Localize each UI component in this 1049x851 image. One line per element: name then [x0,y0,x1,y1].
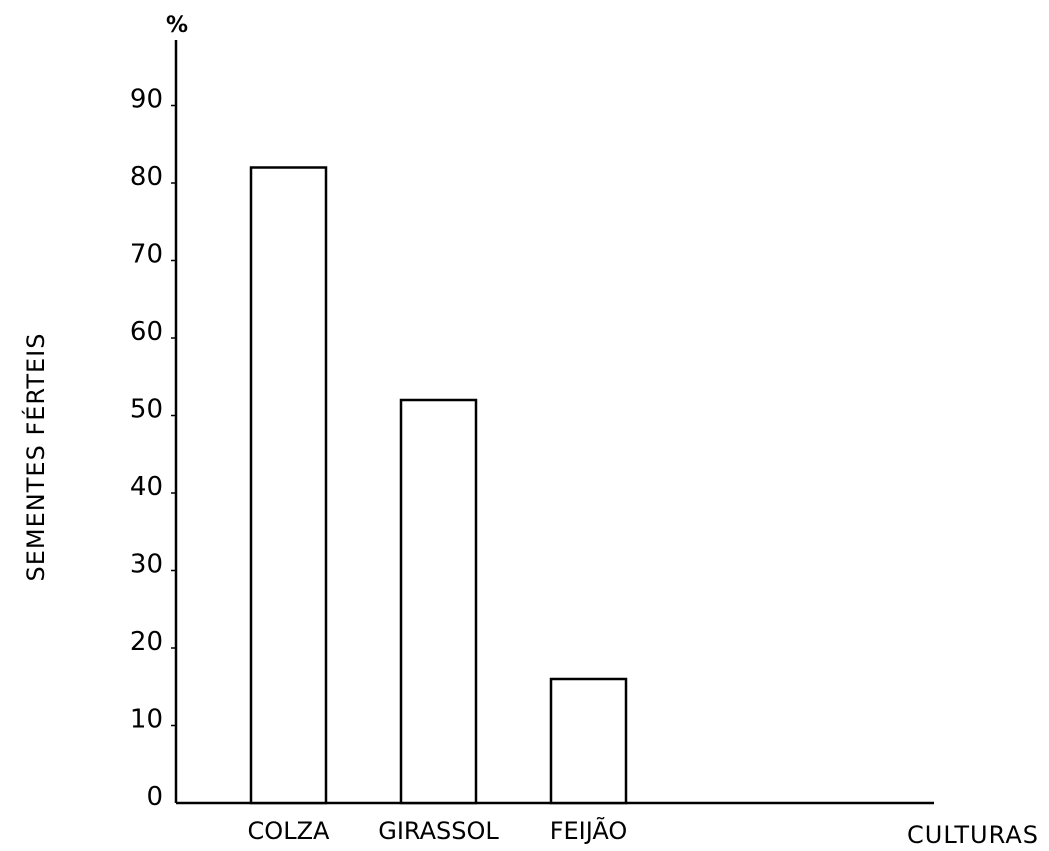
y-axis-label: SEMENTES FÉRTEIS [21,333,50,582]
category-label: FEIJÃO [550,815,628,845]
category-label: COLZA [248,817,330,845]
y-tick-label: 70 [130,240,163,270]
bar-colza [249,166,328,805]
y-ticks: 0 10 20 30 40 50 60 70 80 90 [130,85,176,812]
y-tick-label: 80 [130,162,163,192]
category-labels: COLZA GIRASSOL FEIJÃO [248,815,628,845]
x-axis-label: CULTURAS [907,821,1039,849]
bar-girassol [399,398,478,805]
y-tick-label: 20 [130,627,163,657]
y-tick-label: 90 [130,85,163,115]
y-tick-label: 10 [130,705,163,735]
y-tick-label: 60 [130,317,163,347]
bar-feijao [549,677,628,805]
y-unit-label: % [166,13,188,38]
bars [249,166,628,805]
y-tick-label: 30 [130,550,163,580]
category-label: GIRASSOL [378,817,499,845]
y-tick-label: 40 [130,472,163,502]
y-tick-label: 50 [130,395,163,425]
y-tick-label: 0 [146,782,163,812]
